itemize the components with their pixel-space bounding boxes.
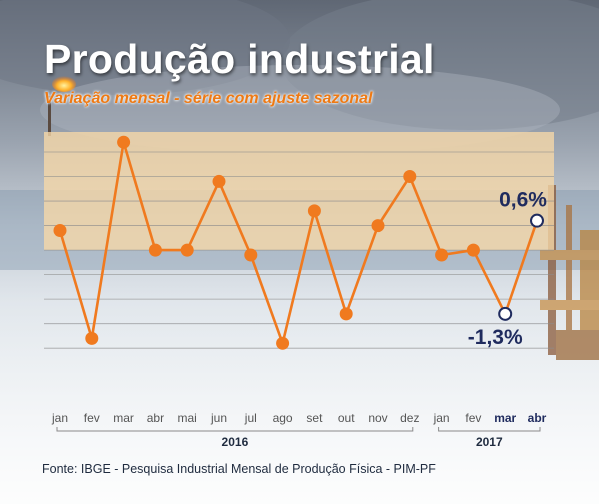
data-point-highlight	[498, 306, 513, 321]
point-label: -1,3%	[468, 326, 523, 349]
data-point	[276, 336, 290, 350]
x-tick-label: jul	[244, 411, 257, 425]
data-point	[117, 135, 131, 149]
x-tick-label: ago	[273, 411, 293, 425]
point-label: 0,6%	[499, 189, 547, 212]
data-markers	[53, 135, 544, 350]
year-bracket	[56, 427, 414, 432]
x-tick-label: mar	[113, 411, 134, 425]
data-point	[244, 248, 258, 262]
chart-subtitle: Variação mensal - série com ajuste sazon…	[44, 90, 373, 107]
x-tick-label: set	[306, 411, 323, 425]
sea-fade	[0, 270, 599, 504]
x-tick-label: mai	[178, 411, 197, 425]
source-note: Fonte: IBGE - Pesquisa Industrial Mensal…	[42, 462, 436, 476]
cloud	[280, 0, 599, 130]
point-labels: -1,3% 0,6%	[468, 189, 547, 349]
x-tick-label: dez	[400, 411, 419, 425]
cloud	[0, 0, 290, 95]
x-tick-label: abr	[147, 411, 164, 425]
x-tick-labels: jan fev mar abr mai jun jul ago set out nov dez jan f…	[51, 411, 547, 425]
data-point	[339, 307, 353, 321]
x-tick-label: abr	[528, 411, 547, 425]
year-brackets	[56, 427, 541, 432]
data-point	[466, 243, 480, 257]
x-tick-label: fev	[84, 411, 100, 425]
positive-variation-band	[44, 132, 554, 251]
x-tick-label: jan	[51, 411, 68, 425]
year-label: 2016	[222, 435, 249, 449]
series-line	[58, 140, 539, 345]
data-point	[85, 331, 99, 345]
data-point	[403, 170, 417, 184]
gridlines	[44, 151, 554, 349]
data-point	[148, 243, 162, 257]
year-bracket	[438, 427, 541, 432]
x-tick-label: fev	[465, 411, 481, 425]
x-tick-label: mar	[494, 411, 516, 425]
data-point	[307, 204, 321, 218]
data-point	[53, 223, 67, 237]
data-point	[180, 243, 194, 257]
data-point	[435, 248, 449, 262]
x-tick-label: nov	[368, 411, 387, 425]
offshore-platform	[540, 185, 599, 360]
data-point	[371, 219, 385, 233]
year-labels: 2016 2017	[222, 435, 503, 449]
x-tick-label: out	[338, 411, 355, 425]
x-tick-label: jun	[210, 411, 227, 425]
data-point-highlight	[530, 213, 544, 228]
year-label: 2017	[476, 435, 503, 449]
data-point	[212, 174, 226, 188]
chart-title: Produção industrial	[44, 36, 435, 82]
x-tick-label: jan	[433, 411, 450, 425]
gas-flare	[48, 76, 76, 136]
